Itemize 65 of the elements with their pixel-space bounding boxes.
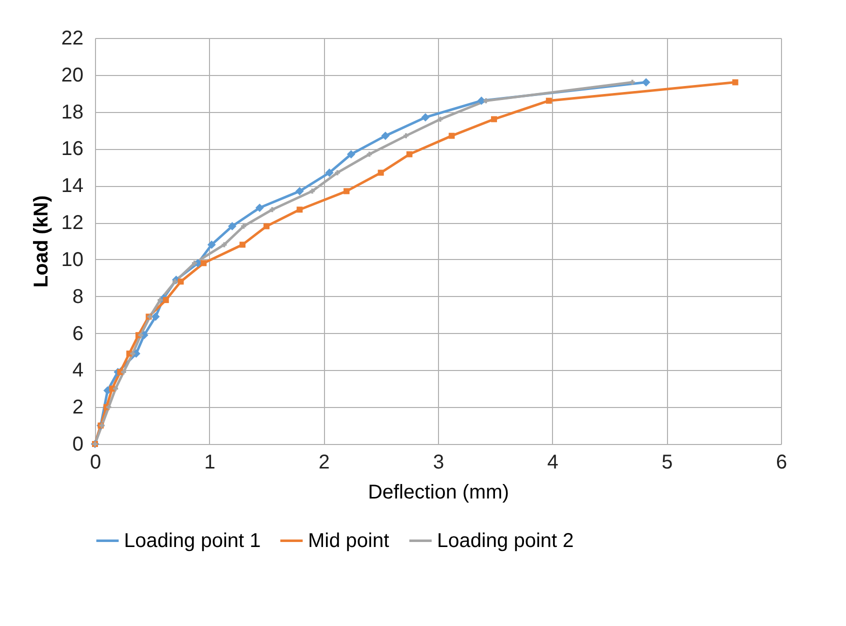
y-tick-label: 16 bbox=[61, 138, 84, 160]
point bbox=[344, 188, 350, 194]
point bbox=[178, 278, 184, 285]
point bbox=[295, 186, 304, 196]
legend-label: Mid point bbox=[308, 530, 390, 552]
x-tick-label: 4 bbox=[547, 452, 558, 474]
y-tick-label: 20 bbox=[61, 64, 84, 86]
x-axis-title: Deflection (mm) bbox=[368, 482, 510, 504]
y-axis-title: Load (kN) bbox=[30, 195, 52, 288]
y-tick-label: 2 bbox=[72, 396, 84, 419]
point bbox=[448, 132, 455, 139]
point bbox=[546, 98, 552, 104]
y-tick-label: 6 bbox=[72, 322, 84, 345]
point bbox=[642, 78, 650, 86]
x-tick-label: 3 bbox=[432, 452, 444, 474]
point bbox=[241, 224, 246, 229]
x-tick-label: 6 bbox=[776, 452, 788, 474]
x-tick-label: 1 bbox=[204, 452, 216, 474]
point bbox=[334, 170, 340, 176]
y-tick-label: 8 bbox=[72, 286, 84, 308]
point bbox=[207, 240, 216, 249]
point bbox=[106, 404, 112, 410]
point bbox=[130, 351, 136, 356]
point bbox=[406, 151, 412, 158]
point bbox=[121, 370, 126, 375]
point bbox=[162, 297, 169, 304]
y-tick-label: 14 bbox=[61, 175, 84, 198]
y-tick-label: 18 bbox=[61, 101, 84, 124]
point bbox=[310, 188, 315, 194]
point bbox=[151, 312, 160, 321]
point bbox=[172, 279, 178, 284]
point bbox=[270, 207, 275, 212]
point bbox=[438, 116, 443, 122]
point bbox=[138, 332, 144, 338]
point bbox=[491, 116, 498, 122]
legend-label: Loading point 1 bbox=[124, 530, 261, 552]
point bbox=[264, 223, 270, 230]
legend-label: Loading point 2 bbox=[437, 530, 574, 552]
point bbox=[325, 168, 334, 177]
y-tick-label: 0 bbox=[72, 434, 84, 456]
point bbox=[381, 132, 390, 140]
point bbox=[484, 98, 489, 104]
point bbox=[200, 260, 207, 266]
point bbox=[113, 386, 118, 392]
x-tick-label: 0 bbox=[90, 452, 102, 474]
point bbox=[732, 79, 738, 86]
point bbox=[346, 150, 356, 158]
point bbox=[421, 113, 430, 122]
point bbox=[255, 204, 264, 212]
point bbox=[228, 222, 236, 230]
point bbox=[222, 242, 227, 248]
y-tick-label: 12 bbox=[61, 212, 84, 234]
point bbox=[158, 298, 163, 303]
point bbox=[296, 206, 303, 213]
y-tick-label: 22 bbox=[61, 28, 84, 50]
point bbox=[378, 170, 384, 176]
y-tick-label: 4 bbox=[72, 360, 84, 382]
y-tick-label: 10 bbox=[61, 248, 84, 271]
point bbox=[630, 80, 635, 85]
x-tick-label: 2 bbox=[318, 452, 330, 474]
point bbox=[366, 152, 372, 157]
point bbox=[239, 242, 246, 248]
point bbox=[403, 133, 408, 138]
x-tick-label: 5 bbox=[662, 452, 673, 474]
point bbox=[192, 260, 197, 266]
